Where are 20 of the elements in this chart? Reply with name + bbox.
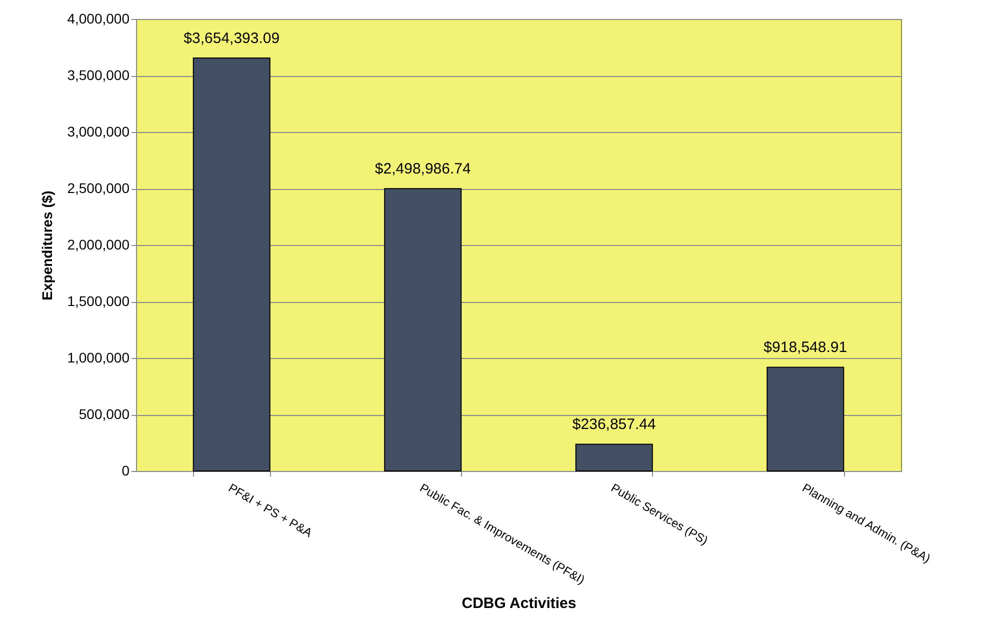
bar [766, 366, 844, 472]
data-label: $918,548.91 [764, 339, 848, 356]
y-tick-label: 3,000,000 [67, 124, 130, 140]
y-tick-label: 3,500,000 [67, 67, 130, 83]
y-tick-label: 500,000 [78, 406, 130, 422]
x-tick-label: PF&I + PS + P&A [226, 480, 315, 540]
x-axis-title: CDBG Activities [462, 595, 576, 612]
bar [575, 444, 653, 472]
y-axis-title: Expenditures ($) [39, 190, 56, 300]
data-label: $3,654,393.09 [184, 30, 280, 48]
data-label: $2,498,986.74 [374, 160, 471, 178]
y-tick-label: 1,000,000 [67, 350, 130, 366]
bar [384, 188, 462, 472]
y-tick-label: 2,500,000 [67, 180, 130, 196]
y-tick-label: 4,000,000 [67, 10, 130, 26]
y-tick-label: 1,500,000 [67, 293, 130, 309]
y-tick-label: 2,000,000 [67, 236, 130, 252]
data-label: $236,857.44 [572, 416, 656, 434]
y-tick-label: 0 [122, 462, 130, 478]
bar [192, 58, 270, 472]
